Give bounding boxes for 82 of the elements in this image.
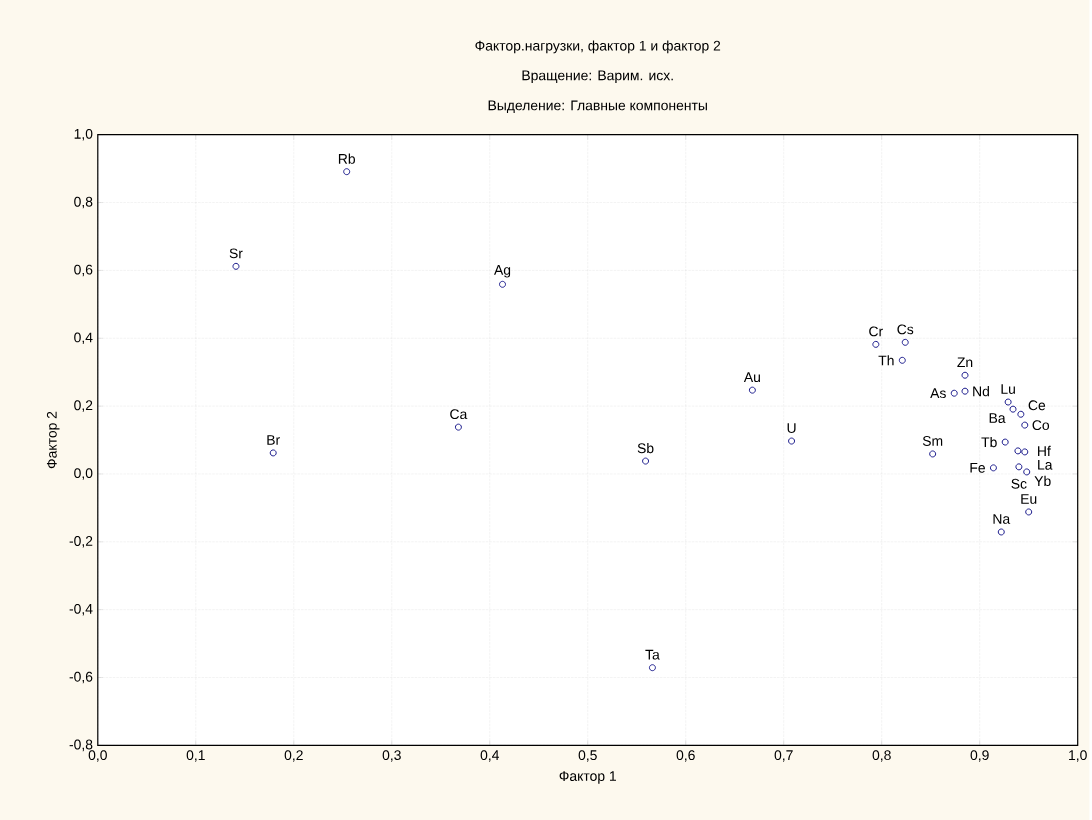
x-tick-label: 0,8: [872, 750, 891, 762]
data-label: Ta: [645, 649, 660, 660]
y-tick-label: 1,0: [74, 128, 93, 141]
x-tick-label: 0,2: [284, 750, 303, 762]
point: [1001, 438, 1009, 446]
data-label: U: [787, 423, 796, 433]
point: [1014, 447, 1022, 455]
x-tick-label: 0,0: [88, 750, 107, 762]
point: [872, 340, 880, 348]
data-label: Ce: [1028, 400, 1046, 411]
point: [642, 457, 650, 465]
point: [232, 262, 240, 270]
x-tick-label: 0,5: [578, 750, 597, 762]
point: [748, 386, 756, 394]
text: Выделение: Главные компоненты: [488, 100, 707, 113]
x-tick-label: 0,3: [382, 750, 401, 762]
point: [989, 464, 997, 472]
y-tick-label: -0,6: [69, 671, 93, 684]
point: [997, 528, 1005, 536]
x-tick-label: 1,0: [1069, 750, 1087, 762]
data-label: La: [1038, 459, 1053, 470]
data-label: Br: [267, 435, 280, 445]
point: [343, 168, 351, 176]
point: [1017, 410, 1025, 418]
data-label: Nd: [973, 385, 989, 397]
data-label: Cs: [897, 324, 914, 335]
point: [961, 387, 969, 395]
data-label: Lu: [1001, 384, 1015, 394]
point: [269, 449, 277, 457]
point: [1023, 468, 1031, 476]
x-tick-label: 0,1: [186, 750, 205, 762]
data-label: Hf: [1038, 445, 1051, 456]
x-tick-label: 0,6: [676, 750, 695, 762]
data-label: Sb: [637, 442, 654, 454]
y-tick-label: 0,0: [74, 468, 93, 480]
point: [1021, 421, 1029, 429]
point: [499, 280, 506, 288]
data-label: Ag: [494, 265, 511, 278]
point: [454, 423, 462, 431]
data-label: Sr: [229, 248, 243, 259]
data-label: Ba: [989, 413, 1006, 423]
chart-subtitle: Вращение: Варим. исх.: [522, 70, 673, 83]
point: [648, 664, 656, 672]
data-label: Yb: [1034, 475, 1051, 486]
point: [1025, 508, 1033, 516]
y-tick-label: 0,8: [74, 196, 93, 209]
point: [1015, 463, 1023, 471]
data-label: Zn: [957, 357, 973, 367]
data-label: Na: [993, 514, 1011, 524]
y-tick-label: 0,2: [74, 400, 93, 412]
point: [788, 437, 796, 445]
x-axis-title: Фактор 1: [559, 771, 616, 784]
x-tick-label: 0,9: [970, 750, 989, 762]
y-tick-label: -0,8: [69, 739, 93, 752]
data-label: Sm: [922, 435, 943, 446]
y-tick-label: -0,4: [69, 603, 93, 616]
point: [961, 371, 969, 379]
data-label: Au: [743, 372, 760, 382]
chart-title: Фактор.нагрузки, фактор 1 и фактор 2: [475, 40, 721, 54]
point: [901, 338, 909, 346]
point: [1021, 448, 1029, 456]
data-label: Ca: [450, 409, 468, 419]
point: [898, 356, 906, 364]
data-label: As: [930, 388, 946, 398]
data-label: Th: [878, 355, 894, 366]
x-tick-label: 0,7: [774, 750, 793, 762]
point: [950, 389, 958, 397]
data-label: Cr: [869, 326, 883, 337]
y-tick-label: 0,4: [74, 332, 93, 344]
point: [1009, 405, 1017, 413]
data-label: Tb: [981, 436, 997, 448]
point: [929, 450, 937, 458]
y-tick-label: 0,6: [74, 264, 93, 277]
y-tick-label: -0,2: [69, 535, 93, 548]
data-label: Sc: [1011, 478, 1027, 489]
y-axis-title: Фактор 2: [46, 411, 60, 469]
data-label: Eu: [1021, 494, 1037, 504]
point: [1004, 398, 1012, 406]
data-label: Fe: [970, 462, 985, 473]
x-tick-label: 0,4: [480, 750, 500, 762]
data-label: Rb: [338, 153, 355, 164]
data-label: Co: [1032, 420, 1050, 430]
